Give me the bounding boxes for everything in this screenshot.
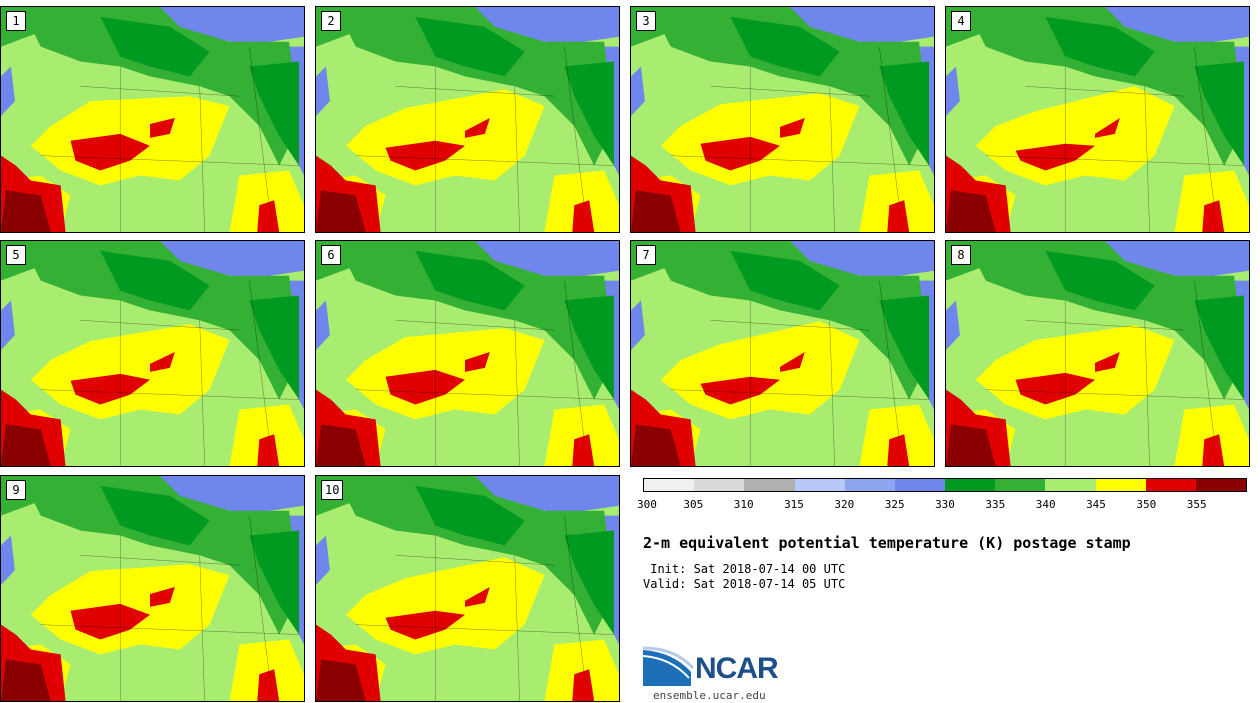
colorbar-segment: [894, 479, 946, 491]
ensemble-member-panel: 5: [0, 240, 305, 467]
ensemble-member-panel: 3: [630, 6, 935, 233]
colorbar-tick-label: 315: [784, 498, 804, 511]
member-number-label: 5: [6, 245, 26, 265]
colorbar-tick-label: 300: [637, 498, 657, 511]
member-number-label: 8: [951, 245, 971, 265]
colorbar-segment: [945, 479, 996, 491]
colorbar-tick-label: 310: [733, 498, 754, 511]
member-number-label: 2: [321, 11, 341, 31]
valid-time: Valid: Sat 2018-07-14 05 UTC: [643, 577, 846, 591]
map-field: [316, 241, 619, 466]
ensemble-member-panel: 8: [945, 240, 1250, 467]
ensemble-member-panel: 2: [315, 6, 620, 233]
colorbar-tick-label: 335: [985, 498, 1006, 511]
map-field: [316, 7, 619, 232]
member-number-label: 7: [636, 245, 656, 265]
init-time: Init: Sat 2018-07-14 00 UTC: [643, 562, 846, 576]
map-field: [316, 476, 619, 701]
member-number-label: 1: [6, 11, 26, 31]
map-field: [946, 7, 1249, 232]
member-number-label: 3: [636, 11, 656, 31]
colorbar-tick-label: 305: [683, 498, 704, 511]
colorbar-segment: [1045, 479, 1096, 491]
colorbar-segment: [744, 479, 795, 491]
colorbar-segment: [644, 479, 695, 491]
plot-title: 2-m equivalent potential temperature (K)…: [643, 534, 1131, 552]
ensemble-member-panel: 1: [0, 6, 305, 233]
ensemble-member-panel: 9: [0, 475, 305, 702]
colorbar-tick-label: 340: [1035, 498, 1056, 511]
colorbar-tick-label: 320: [834, 498, 855, 511]
ensemble-member-panel: 6: [315, 240, 620, 467]
colorbar-tick-labels: 300 305 310 315 320 325 330 335 340 345 350 355: [637, 498, 1247, 512]
site-url: ensemble.ucar.edu: [653, 689, 766, 702]
colorbar-segment: [844, 479, 895, 491]
map-field: [946, 241, 1249, 466]
ncar-logo-text: NCAR: [695, 652, 779, 685]
member-number-label: 4: [951, 11, 971, 31]
colorbar: [643, 478, 1247, 492]
map-field: [1, 476, 304, 701]
colorbar-tick-label: 345: [1086, 498, 1106, 511]
colorbar-segment: [794, 479, 845, 491]
colorbar-tick-label: 330: [935, 498, 955, 511]
map-field: [1, 241, 304, 466]
colorbar-segment: [1095, 479, 1146, 491]
colorbar-tick-label: 350: [1136, 498, 1157, 511]
member-number-label: 10: [321, 480, 344, 500]
map-field: [1, 7, 304, 232]
colorbar-segment: [995, 479, 1046, 491]
colorbar-segment: [1145, 479, 1196, 491]
colorbar-segment: [694, 479, 745, 491]
member-number-label: 9: [6, 480, 26, 500]
colorbar-segment: [1195, 479, 1247, 491]
colorbar-tick-label: 355: [1186, 498, 1207, 511]
colorbar-tick-label: 325: [884, 498, 905, 511]
member-number-label: 6: [321, 245, 341, 265]
map-field: [631, 241, 934, 466]
ensemble-member-panel: 7: [630, 240, 935, 467]
ncar-logo-icon: [643, 646, 695, 686]
ensemble-member-panel: 4: [945, 6, 1250, 233]
ensemble-member-panel: 10: [315, 475, 620, 702]
map-field: [631, 7, 934, 232]
